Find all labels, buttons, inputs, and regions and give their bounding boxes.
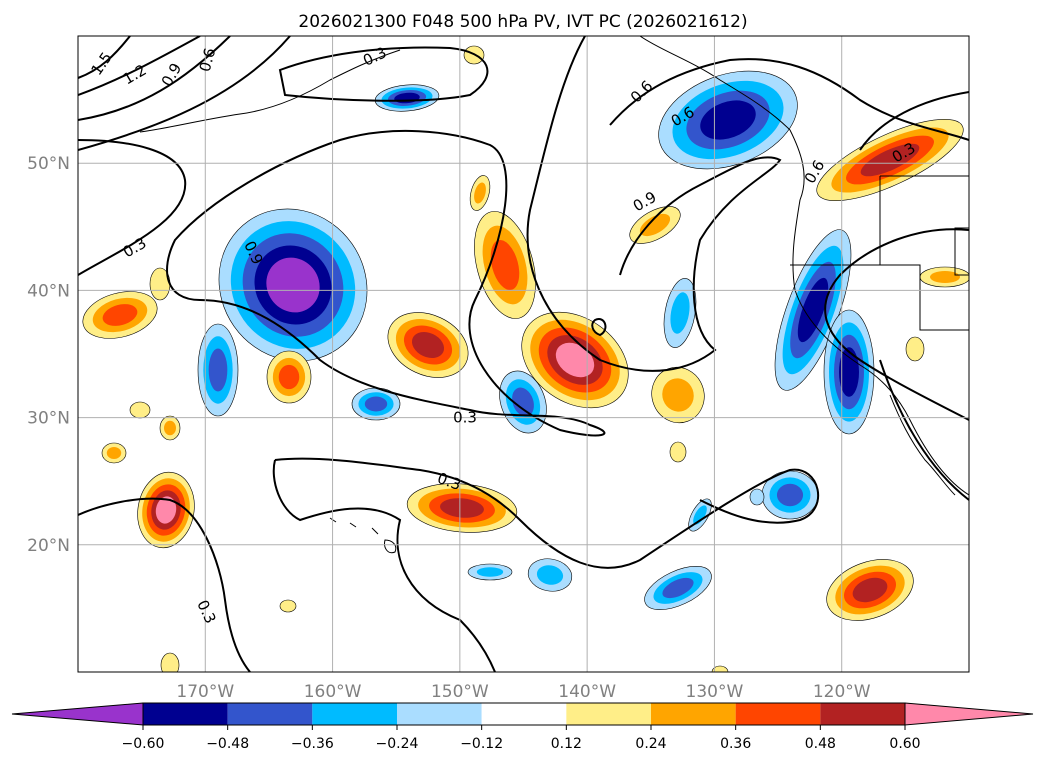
pv-contour (591, 318, 607, 337)
negative-ivt-region (476, 567, 504, 577)
colorbar-tick-label: 0.36 (720, 736, 751, 752)
lat-tick-label: 20°N (27, 536, 70, 556)
colorbar-tick-label: −0.48 (206, 736, 249, 752)
colorbar-frame (142, 702, 906, 726)
positive-ivt-region (106, 447, 122, 459)
positive-ivt-region (155, 496, 177, 524)
positive-ivt-region (711, 665, 729, 672)
negative-ivt-region (536, 565, 564, 585)
coastline-baja (889, 394, 956, 496)
colorbar-tick-label: −0.60 (122, 736, 165, 752)
negative-ivt-region (266, 257, 320, 313)
pv-contour (78, 36, 131, 79)
colorbar-bin (227, 703, 313, 725)
pv-contour (166, 129, 606, 437)
pv-contour (78, 139, 187, 276)
longitude-labels: 170°W 160°W 150°W 140°W 130°W 120°W (176, 682, 870, 702)
colorbar-bin (397, 703, 482, 725)
lon-tick-label: 130°W (686, 682, 744, 702)
negative-ivt-region (749, 488, 765, 506)
pv-contour (526, 36, 782, 372)
negative-ivt-region (693, 505, 707, 525)
pv-contour (274, 457, 819, 569)
positive-ivt-region (160, 652, 180, 672)
positive-ivt-region (102, 304, 138, 326)
positive-ivt-region (662, 378, 694, 412)
negative-ivt-region (208, 348, 228, 392)
gridlines (78, 36, 969, 672)
colorbar-tick-label: −0.24 (376, 736, 419, 752)
lat-tick-label: 50°N (27, 154, 70, 174)
pv-contour (879, 359, 969, 501)
pv-contour (78, 36, 231, 121)
negative-ivt-region (512, 387, 534, 417)
positive-ivt-region (440, 498, 484, 518)
positive-ivt-region (129, 401, 151, 419)
contour-label: 0.6 (196, 46, 220, 74)
positive-ivt-region (411, 332, 445, 358)
figure-title: 2026021300 F048 500 hPa PV, IVT PC (2026… (298, 12, 747, 32)
lat-tick-label: 30°N (27, 409, 70, 429)
positive-ivt-region (474, 182, 486, 204)
positive-ivt-region (490, 239, 520, 291)
colorbar-bin (651, 703, 736, 725)
positive-ivt-region (555, 342, 595, 378)
colorbar-tick-label: −0.36 (291, 736, 334, 752)
lon-tick-label: 170°W (176, 682, 234, 702)
pv-contour (278, 46, 489, 102)
pv-contour (824, 228, 969, 421)
colorbar-tick-label: 0.24 (635, 736, 666, 752)
pv-contours (78, 36, 969, 672)
colorbar-bin (820, 703, 905, 725)
colorbar-bin (481, 703, 567, 725)
colorbar-extend-high (904, 702, 1034, 726)
negative-ivt-region (670, 292, 690, 334)
positive-ivt-region (852, 577, 888, 603)
colorbar-bin (312, 703, 397, 725)
latitude-labels: 50°N 40°N 30°N 20°N (27, 154, 70, 556)
colorbar-bin (566, 703, 651, 725)
negative-ivt-region (662, 577, 694, 599)
coastline-north-america (639, 36, 969, 496)
negative-ivt-region (776, 483, 804, 507)
pv-contour (859, 91, 969, 151)
pv-contour (609, 58, 969, 141)
colorbar-bin (143, 703, 228, 725)
positive-ivt-region (669, 441, 687, 463)
colorbar-extend-low (11, 702, 144, 726)
positive-ivt-region (860, 143, 920, 177)
colorbar-tick-label: 0.60 (889, 736, 920, 752)
negative-ivt-region (364, 396, 388, 412)
pv-contour (78, 497, 251, 672)
negative-ivt-region (839, 347, 859, 397)
lon-tick-label: 120°W (813, 682, 871, 702)
lat-tick-label: 40°N (27, 281, 70, 301)
map-frame (77, 35, 970, 673)
border-states (790, 176, 969, 331)
positive-ivt-region (279, 599, 297, 613)
colorbar-bin (735, 703, 821, 725)
positive-ivt-region (905, 336, 925, 362)
contour-label: 0.3 (453, 409, 477, 427)
coastline-aleutians (139, 49, 401, 133)
positive-ivt-region (278, 364, 300, 390)
pv-contour (272, 459, 496, 672)
colorbar-tick-label: −0.12 (460, 736, 503, 752)
lon-tick-label: 150°W (431, 682, 489, 702)
lon-tick-label: 140°W (558, 682, 616, 702)
positive-ivt-region (164, 420, 176, 436)
colorbar-tick-label: 0.48 (805, 736, 836, 752)
positive-ivt-region (639, 213, 671, 237)
pv-contour (78, 36, 201, 96)
negative-ivt-region (797, 277, 829, 343)
map-panel: 1.5 1.2 0.90.6 0.30.60.90.60.30.30.30.30.30… (77, 35, 970, 673)
lon-tick-label: 160°W (304, 682, 362, 702)
positive-ivt-region (930, 271, 960, 283)
colorbar-tick-label: 0.12 (551, 736, 582, 752)
colorbar: −0.60 −0.48 −0.36 −0.24 −0.12 0.12 0.24 0.36 0.4… (11, 702, 1034, 752)
